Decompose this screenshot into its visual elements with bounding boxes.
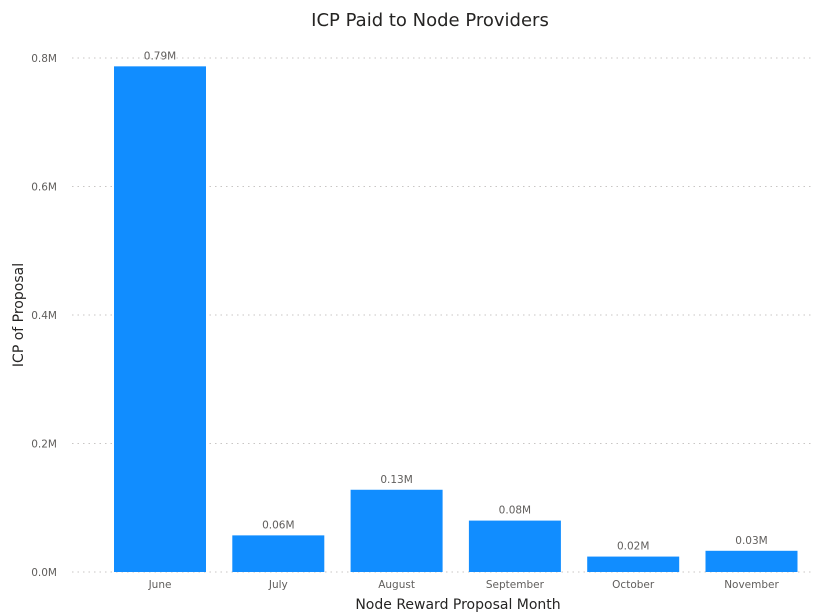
y-tick-label: 0.2M (31, 439, 57, 451)
x-axis-ticks: June July August September October November (148, 579, 780, 591)
bar[interactable] (350, 489, 443, 572)
x-tick-label: July (268, 579, 288, 591)
bar[interactable] (114, 66, 206, 572)
x-tick-label: November (724, 579, 779, 591)
data-label: 0.03M (735, 535, 767, 547)
y-axis-ticks: 0.0M 0.2M 0.4M 0.6M 0.8M (31, 53, 57, 579)
x-tick-label: June (148, 579, 172, 591)
data-label: 0.08M (499, 505, 531, 517)
y-tick-label: 0.8M (31, 53, 57, 65)
x-tick-label: September (486, 579, 545, 591)
bar[interactable] (468, 520, 561, 572)
chart-title: ICP Paid to Node Providers (311, 10, 549, 31)
data-labels: 0.79M 0.06M 0.13M 0.08M 0.02M 0.03M (144, 50, 768, 552)
data-label: 0.13M (380, 474, 412, 486)
y-tick-label: 0.4M (31, 310, 57, 322)
bar[interactable] (705, 550, 798, 572)
bar[interactable] (232, 535, 325, 572)
y-tick-label: 0.6M (31, 182, 57, 194)
data-label: 0.79M (144, 50, 176, 62)
y-axis-title: ICP of Proposal (11, 263, 27, 367)
x-tick-label: August (378, 579, 415, 591)
x-axis-title: Node Reward Proposal Month (355, 597, 560, 613)
bar[interactable] (587, 556, 680, 572)
data-label: 0.02M (617, 541, 649, 553)
data-label: 0.06M (262, 519, 294, 531)
bars (114, 66, 798, 572)
x-tick-label: October (612, 579, 655, 591)
y-tick-label: 0.0M (31, 567, 57, 579)
